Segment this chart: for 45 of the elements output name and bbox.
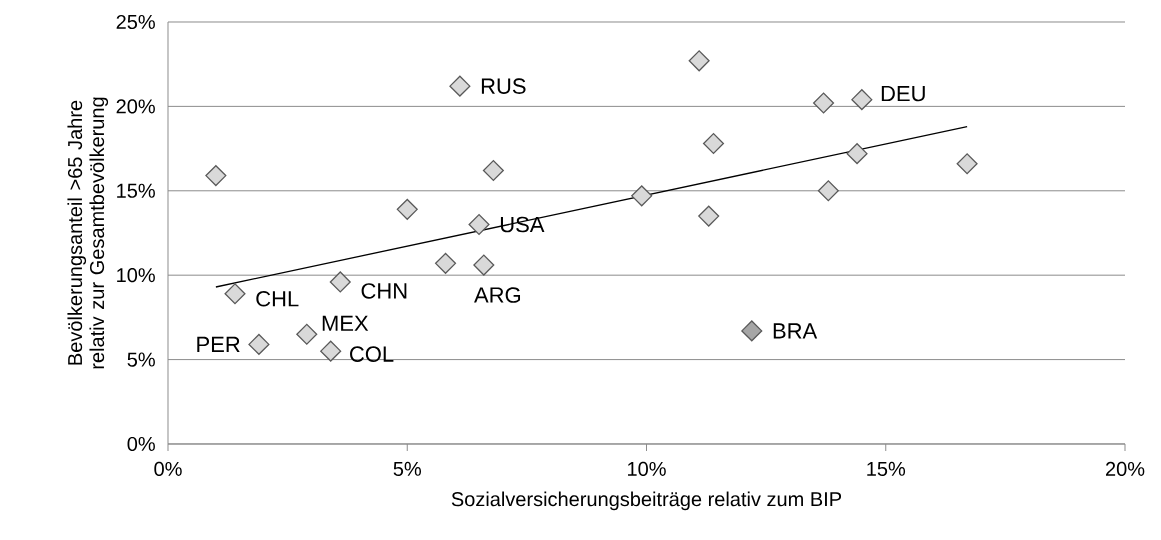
annotation: PER <box>197 336 240 352</box>
point <box>631 185 653 207</box>
point <box>449 75 471 97</box>
point <box>851 89 873 111</box>
y-tick-label: 20% <box>116 99 155 114</box>
annotation: ARG <box>474 287 521 303</box>
point <box>468 214 490 236</box>
annotation: DEU <box>881 85 925 102</box>
x-axis-title: Sozialversicherungsbeiträge relativ zum BIP <box>451 491 842 511</box>
point <box>482 159 504 182</box>
point <box>741 320 763 342</box>
x-tick-label: 20% <box>1106 461 1145 477</box>
annotation: COL <box>350 346 394 362</box>
y-tick-label: 10% <box>117 268 155 283</box>
point <box>956 153 978 175</box>
point <box>205 165 227 187</box>
point <box>296 323 318 345</box>
point <box>698 205 720 227</box>
point <box>473 254 495 276</box>
annotation: RUS <box>481 78 526 94</box>
y-tick-label: 15% <box>117 183 155 198</box>
x-tick-label: 10% <box>628 461 666 477</box>
annotation: CHL <box>256 290 299 307</box>
x-tick-label: 5% <box>393 461 421 476</box>
y-tick-label: 25% <box>116 14 155 30</box>
y-tick-label: 5% <box>127 352 155 367</box>
point <box>224 283 246 305</box>
point <box>329 271 351 293</box>
annotation: CHN <box>361 283 407 299</box>
annotation: USA <box>500 216 545 233</box>
point <box>702 132 725 155</box>
point <box>434 252 457 274</box>
x-tick-label: 15% <box>867 461 906 476</box>
point <box>846 143 868 165</box>
point <box>320 340 342 362</box>
annotation: BRA <box>773 323 818 339</box>
point <box>248 333 270 355</box>
point <box>817 180 839 202</box>
point <box>813 92 835 114</box>
point <box>688 50 710 72</box>
x-tick-label: 0% <box>154 461 182 477</box>
y-tick-label: 0% <box>127 436 155 452</box>
y-axis-title: Bevölkerungsanteil >65 Jahre relativ zur Gesamtbevölkerung <box>67 97 109 369</box>
annotation: MEX <box>322 315 369 331</box>
point <box>396 198 418 220</box>
